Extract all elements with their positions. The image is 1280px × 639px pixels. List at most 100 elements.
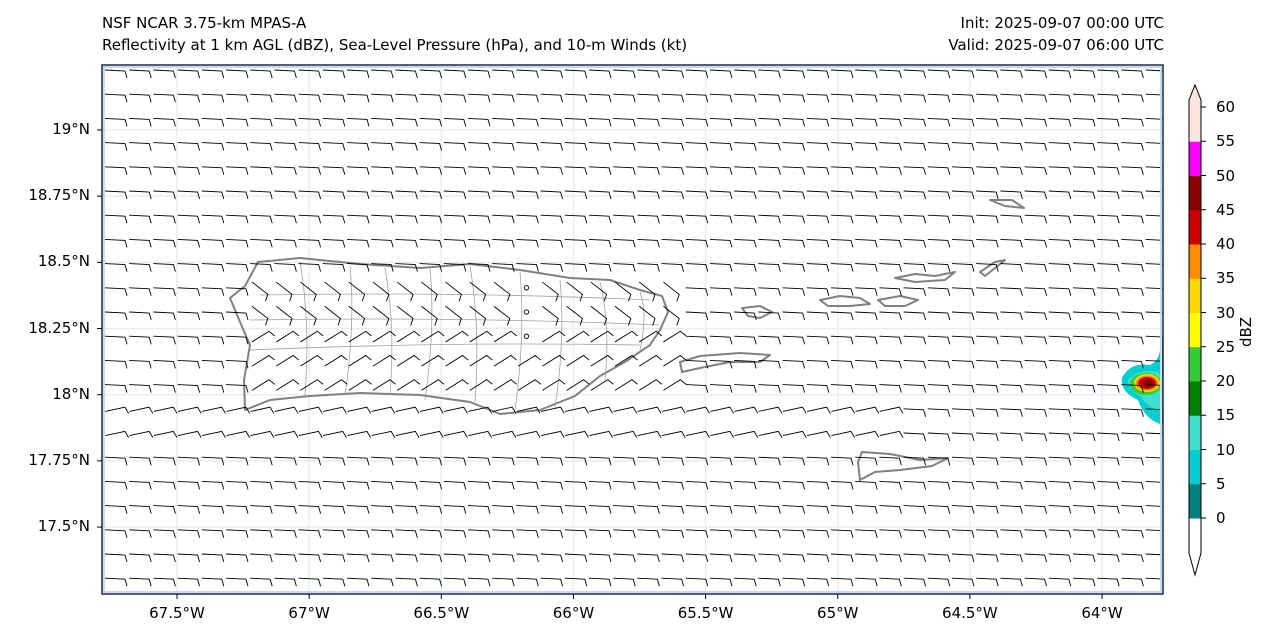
wind-barb-staff (879, 263, 902, 272)
wind-barb-staff (1145, 93, 1163, 96)
wind-barb (951, 117, 975, 127)
wind-barb (1048, 311, 1072, 321)
wind-barb-staff (951, 263, 975, 272)
wind-barb (758, 69, 781, 79)
wind-barb-staff (830, 69, 854, 79)
wind-barb-staff (371, 142, 394, 151)
wind-barb (564, 238, 588, 248)
wind-barb (1000, 69, 1023, 79)
wind-barb-staff (201, 117, 225, 127)
wind-barb (927, 214, 951, 224)
wind-barb (637, 166, 660, 175)
wind-barb (1145, 117, 1163, 120)
wind-barb (637, 406, 662, 414)
wind-barb (395, 190, 418, 200)
wind-barb-staff (588, 238, 612, 248)
wind-barb (1097, 69, 1120, 79)
wind-barb (903, 505, 927, 514)
wind-barb-staff (855, 335, 878, 345)
wind-barb (1072, 505, 1096, 514)
colorbar-segment (1189, 483, 1201, 519)
wind-barb-staff (371, 505, 394, 514)
wind-barb (492, 577, 515, 587)
wind-barb (467, 117, 491, 127)
wind-barb (153, 430, 178, 438)
wind-barb-staff (1145, 384, 1163, 386)
wind-barb-staff (1072, 335, 1096, 345)
wind-barb-staff (1121, 408, 1144, 417)
wind-barb (443, 238, 467, 248)
wind-barb-staff (637, 190, 660, 200)
wind-barb-staff (565, 430, 589, 438)
wind-barb (661, 430, 686, 438)
wind-barb (443, 553, 467, 563)
wind-barb (492, 190, 515, 200)
wind-barb (300, 379, 324, 391)
wind-barb (1000, 166, 1023, 175)
wind-barb (322, 190, 346, 200)
wind-barb (855, 166, 878, 175)
wind-barb-staff (1048, 408, 1072, 417)
wind-barb-staff (758, 93, 781, 103)
wind-barb-staff (758, 577, 781, 587)
wind-barb-staff (879, 166, 902, 175)
wind-barb-staff (685, 335, 709, 345)
wind-barb-staff (1072, 263, 1096, 272)
wind-barb-staff (395, 553, 418, 563)
wind-barb-staff (298, 430, 323, 438)
wind-barb-staff (661, 480, 685, 490)
wind-barb-staff (516, 505, 539, 514)
wind-barb-staff (855, 577, 878, 587)
wind-barb (855, 311, 878, 321)
wind-barb-staff (322, 553, 346, 563)
wind-barb-staff (443, 480, 467, 490)
wind-barb-staff (638, 354, 663, 367)
wind-barb-staff (516, 166, 539, 175)
wind-barb-staff (1000, 263, 1023, 272)
wind-barb (734, 577, 757, 587)
wind-barb (275, 305, 293, 326)
wind-barb (1024, 287, 1048, 296)
wind-barb (346, 553, 370, 563)
wind-barb-staff (927, 335, 951, 345)
wind-barb-staff (516, 577, 539, 587)
wind-barb-staff (201, 456, 225, 466)
wind-barb-staff (638, 305, 656, 326)
wind-barb (855, 335, 878, 345)
wind-barb (879, 529, 902, 538)
wind-barb (1072, 287, 1096, 296)
wind-barb-staff (830, 263, 854, 272)
wind-barb-staff (927, 93, 951, 103)
wind-barb-staff (1121, 553, 1144, 563)
wind-barb (879, 480, 902, 490)
wind-barb (251, 305, 269, 326)
wind-barb (250, 505, 273, 514)
wind-barb-staff (201, 505, 225, 514)
wind-barb-staff (564, 480, 588, 490)
x-tick-label: 66°W (552, 604, 595, 622)
wind-barb-staff (202, 430, 226, 438)
wind-barb-staff (1000, 384, 1023, 393)
wind-barb-staff (129, 263, 152, 272)
wind-barb-staff (1072, 432, 1096, 442)
wind-barb-staff (879, 69, 902, 79)
wind-barb (201, 505, 225, 514)
wind-barb (1145, 408, 1163, 411)
wind-barb-staff (153, 238, 176, 248)
wind-barb (588, 456, 612, 466)
wind-barb (419, 456, 443, 466)
wind-barb-staff (129, 456, 152, 466)
wind-barb (421, 281, 438, 302)
wind-barb-staff (806, 456, 830, 466)
wind-barb-staff (298, 238, 322, 248)
wind-barb (734, 335, 757, 345)
wind-barb-staff (371, 529, 394, 538)
wind-barb-staff (1048, 384, 1072, 393)
wind-barb-staff (951, 505, 975, 514)
wind-barb (1024, 529, 1048, 538)
wind-barb-staff (1072, 456, 1096, 466)
wind-barb (903, 166, 927, 175)
wind-barb (927, 505, 951, 514)
wind-barb-staff (927, 69, 951, 79)
wind-barb-staff (613, 406, 638, 414)
